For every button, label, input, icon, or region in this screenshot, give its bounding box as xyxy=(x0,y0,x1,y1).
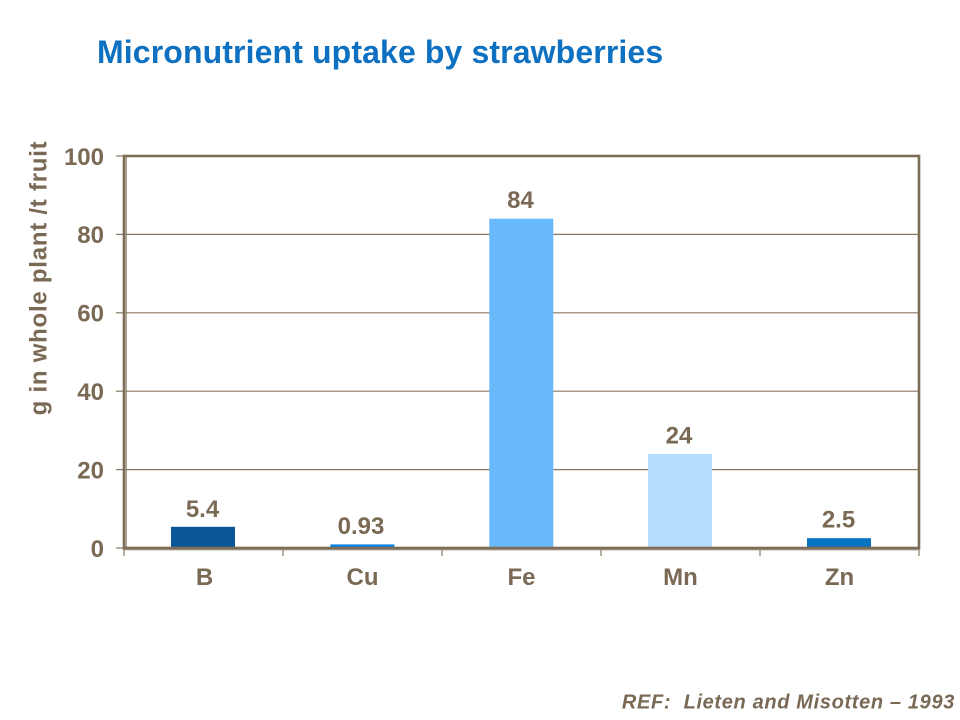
svg-text:20: 20 xyxy=(77,457,104,484)
svg-text:0: 0 xyxy=(91,536,104,563)
svg-text:24: 24 xyxy=(666,422,693,449)
svg-text:Micronutrient uptake by strawb: Micronutrient uptake by strawberries xyxy=(97,34,663,70)
svg-text:60: 60 xyxy=(77,301,104,328)
svg-text:80: 80 xyxy=(77,222,104,249)
svg-text:84: 84 xyxy=(507,187,534,214)
svg-text:0.93: 0.93 xyxy=(338,513,385,540)
svg-text:B: B xyxy=(196,564,213,591)
svg-text:5.4: 5.4 xyxy=(186,496,220,523)
svg-text:Fe: Fe xyxy=(507,564,535,591)
svg-text:REF: Lieten and Misotten – 19: REF: Lieten and Misotten – 1993 xyxy=(622,692,955,714)
svg-text:100: 100 xyxy=(64,144,104,171)
svg-text:g in whole plant /t fruit: g in whole plant /t fruit xyxy=(26,141,53,416)
svg-text:2.5: 2.5 xyxy=(822,507,855,534)
svg-text:Mn: Mn xyxy=(663,564,698,591)
svg-text:Zn: Zn xyxy=(825,564,854,591)
svg-text:Cu: Cu xyxy=(347,564,379,591)
svg-text:40: 40 xyxy=(77,379,104,406)
